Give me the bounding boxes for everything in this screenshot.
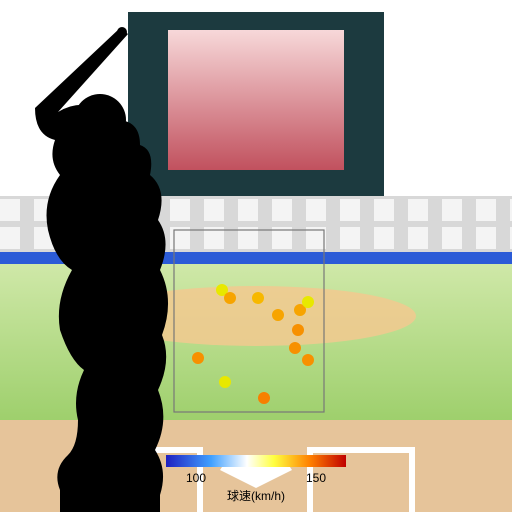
legend-ticks: 100 150: [166, 471, 346, 485]
legend-gradient: [166, 455, 346, 467]
legend-tick-max: 150: [306, 471, 326, 485]
pitch-location-chart: [0, 0, 512, 512]
speed-legend: 100 150 球速(km/h): [166, 455, 346, 504]
legend-label: 球速(km/h): [166, 487, 346, 504]
legend-tick-min: 100: [186, 471, 206, 485]
